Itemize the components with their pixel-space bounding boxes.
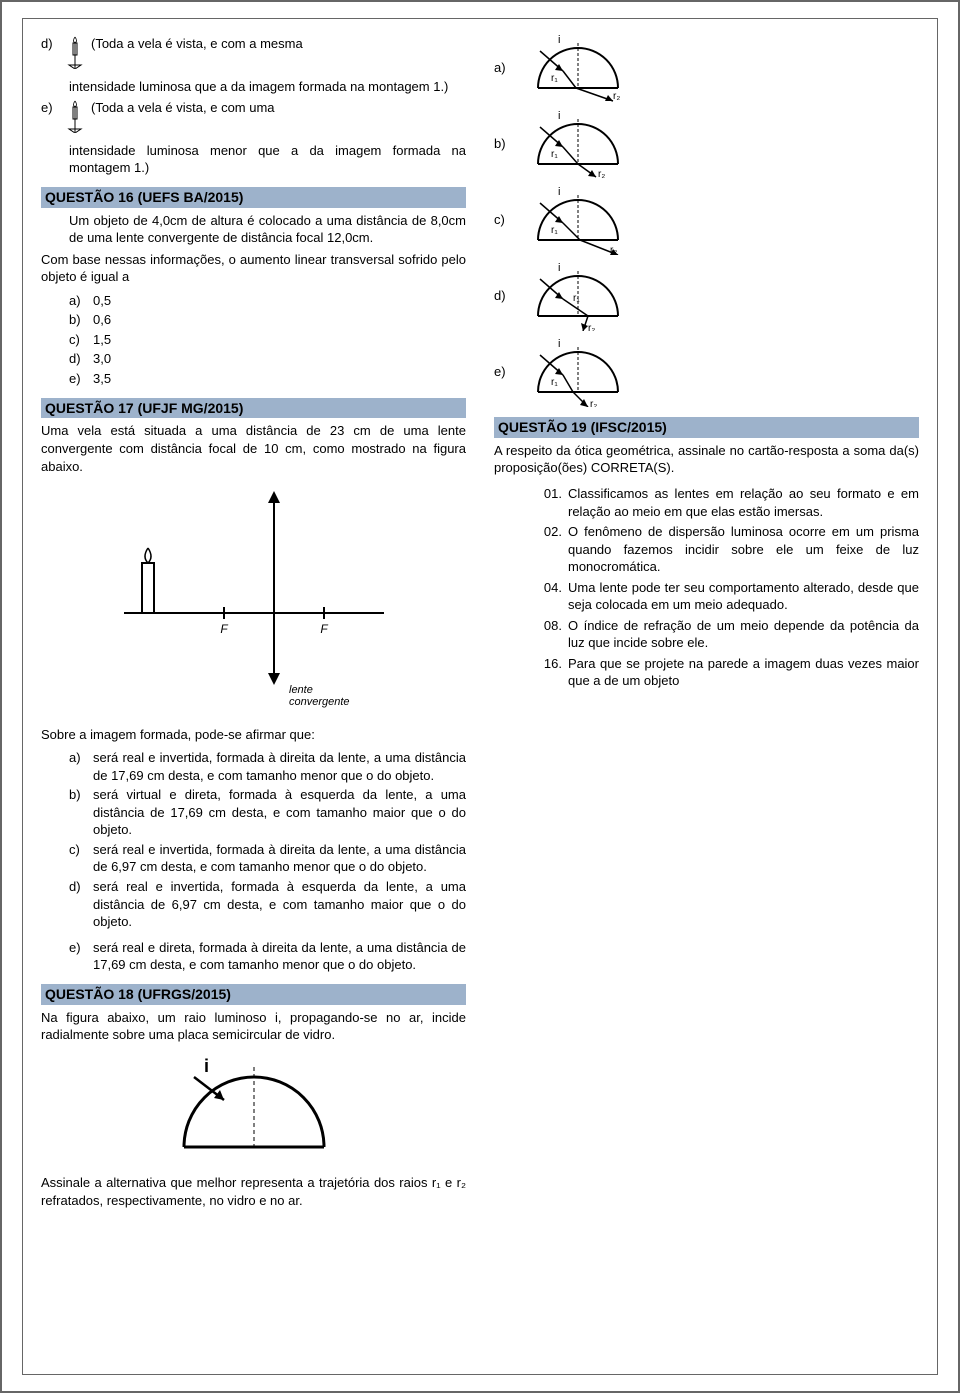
q17-figure: F F lente convergente: [41, 483, 466, 718]
opt-text: (Toda a vela é vista, e com uma: [91, 99, 466, 117]
q17-options: a)será real e invertida, formada à direi…: [69, 749, 466, 930]
q16-options: a)0,5 b)0,6 c)1,5 d)3,0 e)3,5: [69, 292, 466, 388]
num-label: 08.: [534, 617, 568, 652]
opt-text: será real e invertida, formada à direita…: [93, 749, 466, 784]
opt-letter: c): [494, 211, 518, 229]
svg-text:i: i: [558, 34, 560, 46]
opt-text: será real e invertida, formada à esquerd…: [93, 878, 466, 931]
opt-letter: a): [494, 59, 518, 77]
svg-text:i: i: [558, 186, 560, 198]
q16-stem1: Um objeto de 4,0cm de altura é colocado …: [41, 212, 466, 247]
num-text: O índice de refração de um meio depende …: [568, 617, 919, 652]
num-label: 16.: [534, 655, 568, 690]
num-text: Uma lente pode ter seu comportamento alt…: [568, 579, 919, 614]
svg-text:r₂: r₂: [588, 323, 595, 331]
content-columns: d) (Toda a vela é vista, e com a mesma i…: [22, 18, 938, 1375]
svg-text:r₁: r₁: [573, 293, 580, 304]
opt-e-cont: intensidade luminosa menor que a da imag…: [41, 142, 466, 177]
q18-stem: Na figura abaixo, um raio luminoso i, pr…: [41, 1009, 466, 1044]
opt-letter: e): [41, 99, 65, 117]
opt-e: e) (Toda a vela é vista, e com uma: [41, 99, 466, 138]
opt-text: (Toda a vela é vista, e com a mesma: [91, 35, 466, 53]
opt-letter: b): [69, 311, 93, 329]
f-label: F: [320, 622, 328, 636]
svg-text:i: i: [558, 338, 560, 350]
q17-header: QUESTÃO 17 (UFJF MG/2015): [41, 398, 466, 419]
q18-header: QUESTÃO 18 (UFRGS/2015): [41, 984, 466, 1005]
num-label: 04.: [534, 579, 568, 614]
opt-text: 0,6: [93, 311, 466, 329]
opt-letter: e): [69, 939, 93, 974]
svg-text:r₁: r₁: [551, 149, 558, 160]
q18-opt-b-fig: i r₁ r₂: [518, 109, 628, 179]
candle-icon: [65, 99, 85, 138]
q19-items: 01.Classificamos as lentes em relação ao…: [534, 485, 919, 690]
q18-after: Assinale a alternativa que melhor repres…: [41, 1174, 466, 1209]
page: d) (Toda a vela é vista, e com a mesma i…: [0, 0, 960, 1393]
opt-letter: c): [69, 841, 93, 876]
opt-letter: e): [494, 363, 518, 381]
num-text: O fenômeno de dispersão luminosa ocorre …: [568, 523, 919, 576]
num-text: Para que se projete na parede a imagem d…: [568, 655, 919, 690]
candle-icon: [65, 35, 85, 74]
i-label: i: [204, 1056, 209, 1076]
opt-text: 0,5: [93, 292, 466, 310]
svg-text:i: i: [558, 262, 560, 274]
q16-header: QUESTÃO 16 (UEFS BA/2015): [41, 187, 466, 208]
svg-text:i: i: [558, 110, 560, 122]
q17-q: Sobre a imagem formada, pode-se afirmar …: [41, 726, 466, 744]
opt-letter: a): [69, 749, 93, 784]
opt-letter: d): [494, 287, 518, 305]
opt-text: será real e invertida, formada à direita…: [93, 841, 466, 876]
opt-text: 3,5: [93, 370, 466, 388]
q17-stem: Uma vela está situada a uma distância de…: [41, 422, 466, 475]
lens-label-2: convergente: [289, 696, 350, 708]
num-label: 02.: [534, 523, 568, 576]
svg-text:r₂: r₂: [613, 91, 620, 102]
q19-header: QUESTÃO 19 (IFSC/2015): [494, 417, 919, 438]
q18-opt-a-fig: i r₁ r₂: [518, 33, 628, 103]
q19-stem: A respeito da ótica geométrica, assinale…: [494, 442, 919, 477]
opt-letter: b): [69, 786, 93, 839]
opt-d: d) (Toda a vela é vista, e com a mesma: [41, 35, 466, 74]
opt-d-cont: intensidade luminosa que a da imagem for…: [41, 78, 466, 96]
opt-text: será real e direta, formada à direita da…: [93, 939, 466, 974]
svg-text:r₂: r₂: [610, 245, 617, 255]
q18-opt-d-fig: i r₁ r₂: [518, 261, 628, 331]
opt-text: será virtual e direta, formada à esquerd…: [93, 786, 466, 839]
num-text: Classificamos as lentes em relação ao se…: [568, 485, 919, 520]
opt-letter: e): [69, 370, 93, 388]
q16-stem2: Com base nessas informações, o aumento l…: [41, 251, 466, 286]
opt-letter: a): [69, 292, 93, 310]
svg-text:r₁: r₁: [551, 225, 558, 236]
svg-text:r₁: r₁: [551, 73, 558, 84]
q18-options: a) i r₁ r₂ b): [494, 33, 919, 407]
opt-letter: c): [69, 331, 93, 349]
q18-opt-e-fig: i r₁ r₂: [518, 337, 628, 407]
q18-figure-main: i: [41, 1052, 466, 1167]
opt-letter: d): [69, 350, 93, 368]
opt-letter: d): [41, 35, 65, 53]
svg-text:r₂: r₂: [590, 399, 597, 407]
opt-letter: b): [494, 135, 518, 153]
q17-opt-e: e)será real e direta, formada à direita …: [69, 939, 466, 974]
f-label: F: [220, 622, 228, 636]
svg-text:r₂: r₂: [598, 169, 605, 179]
svg-text:r₁: r₁: [551, 377, 558, 388]
opt-letter: d): [69, 878, 93, 931]
num-label: 01.: [534, 485, 568, 520]
lens-label-1: lente: [289, 684, 313, 696]
opt-text: 3,0: [93, 350, 466, 368]
q18-opt-c-fig: i r₁ r₂: [518, 185, 628, 255]
opt-text: 1,5: [93, 331, 466, 349]
